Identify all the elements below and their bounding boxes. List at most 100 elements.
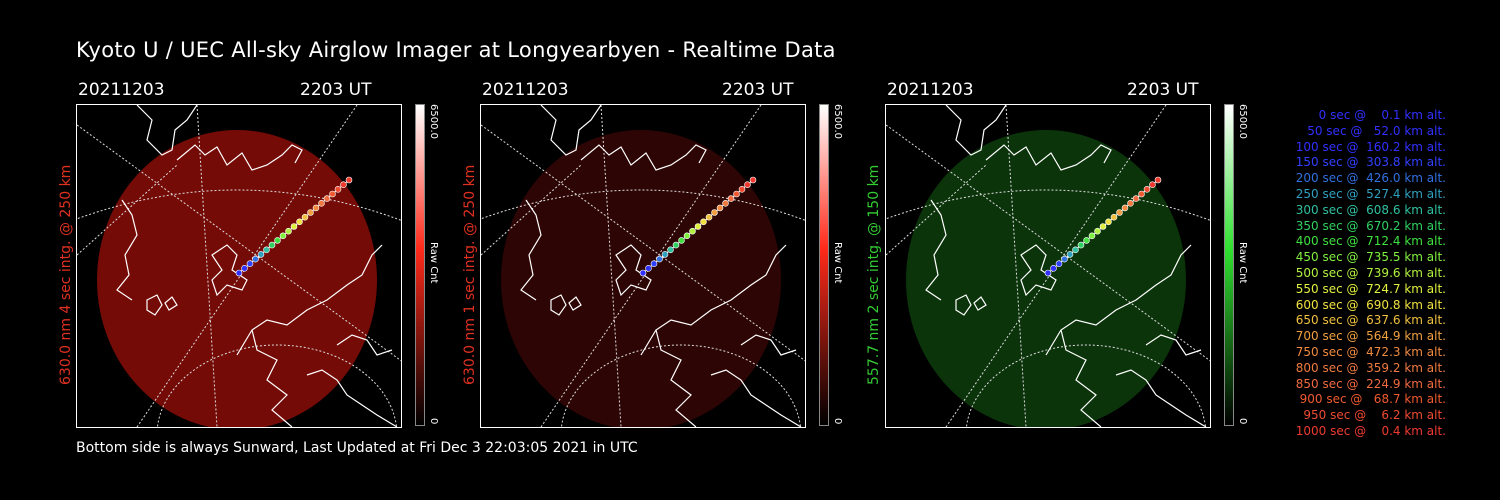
track-point — [301, 213, 309, 221]
track-point — [1061, 255, 1068, 263]
panel-1-date: 20211203 — [78, 80, 165, 100]
legend-row: 350 sec @ 670.2 km alt. — [1291, 218, 1446, 233]
track-point — [323, 195, 331, 202]
track-point — [1044, 269, 1052, 277]
coastline — [251, 329, 293, 427]
longitude-line — [1005, 105, 1027, 427]
track-point — [307, 209, 314, 216]
legend-row: 950 sec @ 6.2 km alt. — [1299, 408, 1446, 423]
coastline — [710, 369, 802, 427]
panel-1-time: 2203 UT — [300, 80, 372, 100]
panel-2-cbar-max: 6500.0 — [832, 104, 843, 139]
footer-note: Bottom side is always Sunward, Last Upda… — [76, 440, 638, 456]
coastline — [655, 329, 697, 427]
coastline — [520, 199, 542, 301]
panel-3-colorbar — [1224, 104, 1234, 426]
longitude-line — [481, 164, 582, 256]
track-point — [1110, 213, 1118, 221]
track-point — [1077, 241, 1085, 249]
track-point — [241, 265, 248, 272]
track-point — [1088, 232, 1096, 240]
coastline — [176, 144, 303, 171]
coastline — [615, 244, 652, 297]
track-point — [1138, 190, 1145, 198]
track-point — [279, 232, 287, 240]
coastline — [550, 294, 567, 316]
track-point — [678, 237, 685, 244]
track-point — [672, 241, 680, 249]
legend-row: 300 sec @ 608.6 km alt. — [1291, 202, 1446, 217]
longitude-line — [481, 124, 805, 362]
latitude-line — [561, 344, 801, 427]
track-point — [1094, 227, 1101, 235]
track-point — [263, 246, 270, 254]
track-point — [1132, 195, 1140, 202]
track-point — [285, 227, 292, 235]
longitude-line — [136, 105, 358, 427]
track-point — [667, 246, 674, 254]
legend-row: 1000 sec @ 0.4 km alt. — [1295, 423, 1446, 438]
track-point — [274, 237, 281, 244]
airglow-field — [501, 130, 781, 427]
track-point — [1154, 176, 1162, 184]
track-point — [639, 269, 647, 277]
panel-2-cbar-min: 0 — [832, 418, 843, 425]
panel-1-cbar-min: 0 — [428, 418, 439, 425]
panel-1-cbar-max: 6500.0 — [428, 104, 439, 139]
coastline — [336, 334, 393, 356]
panel-2-image — [480, 104, 806, 428]
coastline — [540, 105, 602, 156]
track-point — [1127, 200, 1134, 207]
legend-row: 100 sec @ 160.2 km alt. — [1291, 139, 1446, 154]
track-point — [246, 260, 254, 267]
coastline — [306, 369, 398, 427]
track-point — [694, 223, 702, 230]
track-point — [257, 251, 265, 258]
coastline — [973, 296, 987, 311]
airglow-field — [906, 130, 1186, 427]
coastline — [955, 294, 972, 316]
latitude-line — [966, 344, 1206, 427]
legend-row: 750 sec @ 472.3 km alt. — [1291, 344, 1446, 359]
coastline — [236, 244, 383, 356]
track-point — [1050, 265, 1057, 272]
panel-3-time: 2203 UT — [1127, 80, 1199, 100]
coastline — [136, 105, 198, 156]
longitude-line — [945, 105, 1167, 427]
track-point — [700, 218, 707, 226]
panel-1-colorbar — [415, 104, 425, 426]
latitude-line — [481, 189, 805, 221]
panel-1-image — [76, 104, 402, 428]
track-point — [650, 260, 658, 267]
latitude-line — [77, 189, 401, 221]
airglow-field — [97, 130, 377, 427]
panel-3-cbar-unit: Raw Cnt — [1237, 242, 1248, 284]
panel-3-date: 20211203 — [887, 80, 974, 100]
panel-1-cbar-unit: Raw Cnt — [428, 242, 439, 284]
coastline — [1020, 244, 1057, 297]
panel-2-date: 20211203 — [482, 80, 569, 100]
legend-row: 800 sec @ 359.2 km alt. — [1291, 360, 1446, 375]
panel-3-ylabel: 557.7 nm 2 sec intg. @ 150 km — [866, 164, 882, 385]
track-point — [645, 265, 652, 272]
panel-3-cbar-min: 0 — [1237, 418, 1248, 425]
legend-row: 500 sec @ 739.6 km alt. — [1291, 265, 1446, 280]
longitude-line — [886, 124, 1210, 362]
longitude-line — [77, 124, 401, 362]
coastline — [740, 334, 797, 356]
coastline — [945, 105, 1007, 156]
legend-row: 250 sec @ 527.4 km alt. — [1291, 186, 1446, 201]
track-point — [1055, 260, 1063, 267]
legend-row: 0 sec @ 0.1 km alt. — [1307, 108, 1446, 122]
legend-row: 400 sec @ 712.4 km alt. — [1291, 234, 1446, 249]
track-point — [318, 200, 325, 207]
page-title: Kyoto U / UEC All-sky Airglow Imager at … — [76, 38, 836, 62]
panel-1-ylabel: 630.0 nm 4 sec intg. @ 250 km — [58, 164, 74, 385]
track-point — [329, 190, 336, 198]
track-point — [716, 204, 724, 212]
track-point — [744, 181, 751, 188]
legend-row: 850 sec @ 224.9 km alt. — [1291, 376, 1446, 391]
track-point — [1149, 181, 1156, 188]
coastline — [1060, 329, 1102, 427]
coastline — [1115, 369, 1207, 427]
